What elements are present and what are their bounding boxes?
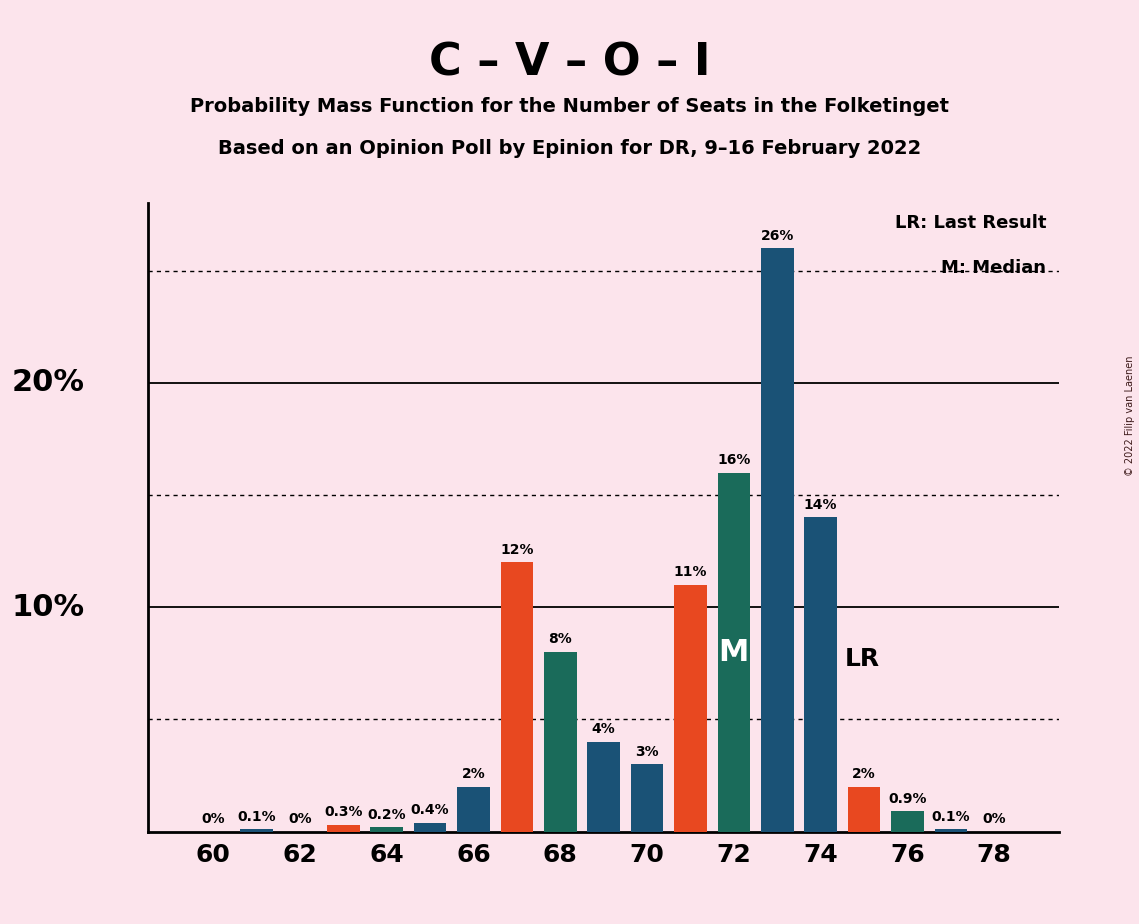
- Bar: [501, 563, 533, 832]
- Bar: [327, 825, 360, 832]
- Text: 12%: 12%: [500, 542, 534, 556]
- Bar: [370, 827, 403, 832]
- Text: 2%: 2%: [852, 767, 876, 781]
- Text: 0.1%: 0.1%: [932, 809, 970, 824]
- Bar: [588, 742, 620, 832]
- Text: 26%: 26%: [761, 228, 794, 242]
- Text: 0%: 0%: [982, 812, 1006, 826]
- Text: 4%: 4%: [592, 723, 615, 736]
- Text: © 2022 Filip van Laenen: © 2022 Filip van Laenen: [1125, 356, 1134, 476]
- Text: LR: Last Result: LR: Last Result: [895, 214, 1047, 233]
- Text: C – V – O – I: C – V – O – I: [428, 42, 711, 85]
- Bar: [891, 811, 924, 832]
- Bar: [804, 517, 837, 832]
- Bar: [413, 822, 446, 832]
- Text: LR: LR: [844, 647, 879, 671]
- Text: 0.1%: 0.1%: [237, 809, 276, 824]
- Text: Probability Mass Function for the Number of Seats in the Folketinget: Probability Mass Function for the Number…: [190, 97, 949, 116]
- Text: 16%: 16%: [718, 453, 751, 467]
- Bar: [457, 786, 490, 832]
- Bar: [544, 652, 576, 832]
- Bar: [934, 830, 967, 832]
- Text: Based on an Opinion Poll by Epinion for DR, 9–16 February 2022: Based on an Opinion Poll by Epinion for …: [218, 139, 921, 158]
- Text: 0.2%: 0.2%: [368, 808, 405, 821]
- Text: 14%: 14%: [804, 498, 837, 512]
- Bar: [761, 249, 794, 832]
- Bar: [847, 786, 880, 832]
- Text: 20%: 20%: [11, 369, 84, 397]
- Text: 0%: 0%: [202, 812, 226, 826]
- Text: 0.9%: 0.9%: [888, 792, 927, 806]
- Text: 8%: 8%: [548, 632, 572, 647]
- Bar: [240, 830, 273, 832]
- Text: M: M: [719, 638, 749, 666]
- Bar: [718, 472, 751, 832]
- Text: 0%: 0%: [288, 812, 312, 826]
- Text: 2%: 2%: [461, 767, 485, 781]
- Bar: [674, 585, 706, 832]
- Text: M: Median: M: Median: [941, 260, 1047, 277]
- Text: 3%: 3%: [636, 745, 658, 759]
- Text: 10%: 10%: [11, 592, 84, 622]
- Text: 0.3%: 0.3%: [325, 805, 362, 820]
- Text: 11%: 11%: [673, 565, 707, 579]
- Bar: [631, 764, 663, 832]
- Text: 0.4%: 0.4%: [411, 803, 450, 817]
